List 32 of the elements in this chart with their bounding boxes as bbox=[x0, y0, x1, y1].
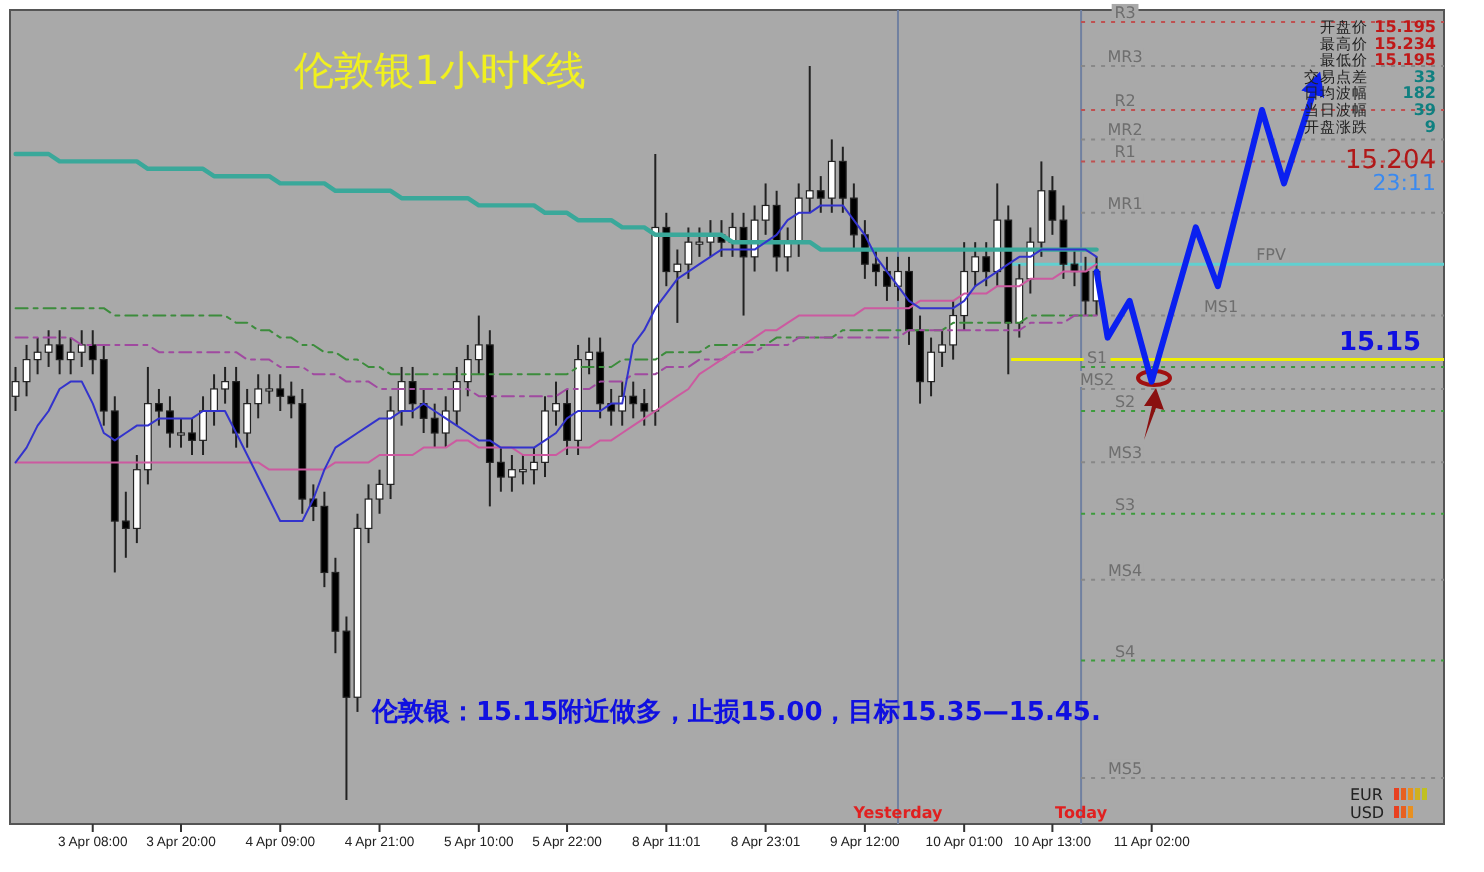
ref-line-label: MS5 bbox=[1108, 759, 1143, 778]
annotation: 伦敦银：15.15附近做多，止损15.00，目标15.35—15.45. bbox=[370, 696, 1101, 728]
ref-line-label: MS3 bbox=[1108, 444, 1143, 463]
annotation: 9 bbox=[1424, 117, 1437, 136]
ref-line-label: MR3 bbox=[1107, 48, 1143, 66]
annotation: 33 bbox=[1413, 67, 1436, 86]
text: USD bbox=[1350, 804, 1385, 822]
chart-title: 伦敦银1小时K线 bbox=[294, 46, 586, 94]
ref-line-label: MS1 bbox=[1204, 297, 1239, 316]
annotation: 182 bbox=[1402, 84, 1436, 103]
text: 15.234 bbox=[1374, 34, 1437, 53]
annotation: 39 bbox=[1413, 101, 1437, 119]
ref-line-label: MR2 bbox=[1107, 121, 1143, 140]
ref-line-label: R2 bbox=[1114, 92, 1136, 111]
ref-line-label: R1 bbox=[1114, 143, 1136, 162]
annotation: 23:11 bbox=[1372, 170, 1436, 196]
text: Today bbox=[1055, 804, 1109, 822]
annotation: 15.195 bbox=[1374, 51, 1437, 70]
annotation: 15.15 bbox=[1338, 327, 1422, 358]
annotation: EUR bbox=[1350, 786, 1384, 804]
ref-line-label: FPV bbox=[1256, 246, 1288, 265]
ref-line-label: S4 bbox=[1114, 642, 1136, 661]
annotation: 15.204 bbox=[1345, 146, 1436, 176]
ref-line-label: MS4 bbox=[1108, 561, 1143, 580]
text: Yesterday bbox=[851, 804, 945, 822]
ref-line-label: S3 bbox=[1114, 495, 1136, 514]
ref-line-label: MS2 bbox=[1080, 370, 1115, 389]
ref-line-label: R3 bbox=[1114, 3, 1136, 22]
ref-line-label: S1 bbox=[1086, 348, 1108, 367]
ref-line-label: S2 bbox=[1114, 392, 1136, 411]
ref-line-label: MR1 bbox=[1107, 194, 1143, 213]
text: 15.195 bbox=[1374, 18, 1437, 36]
